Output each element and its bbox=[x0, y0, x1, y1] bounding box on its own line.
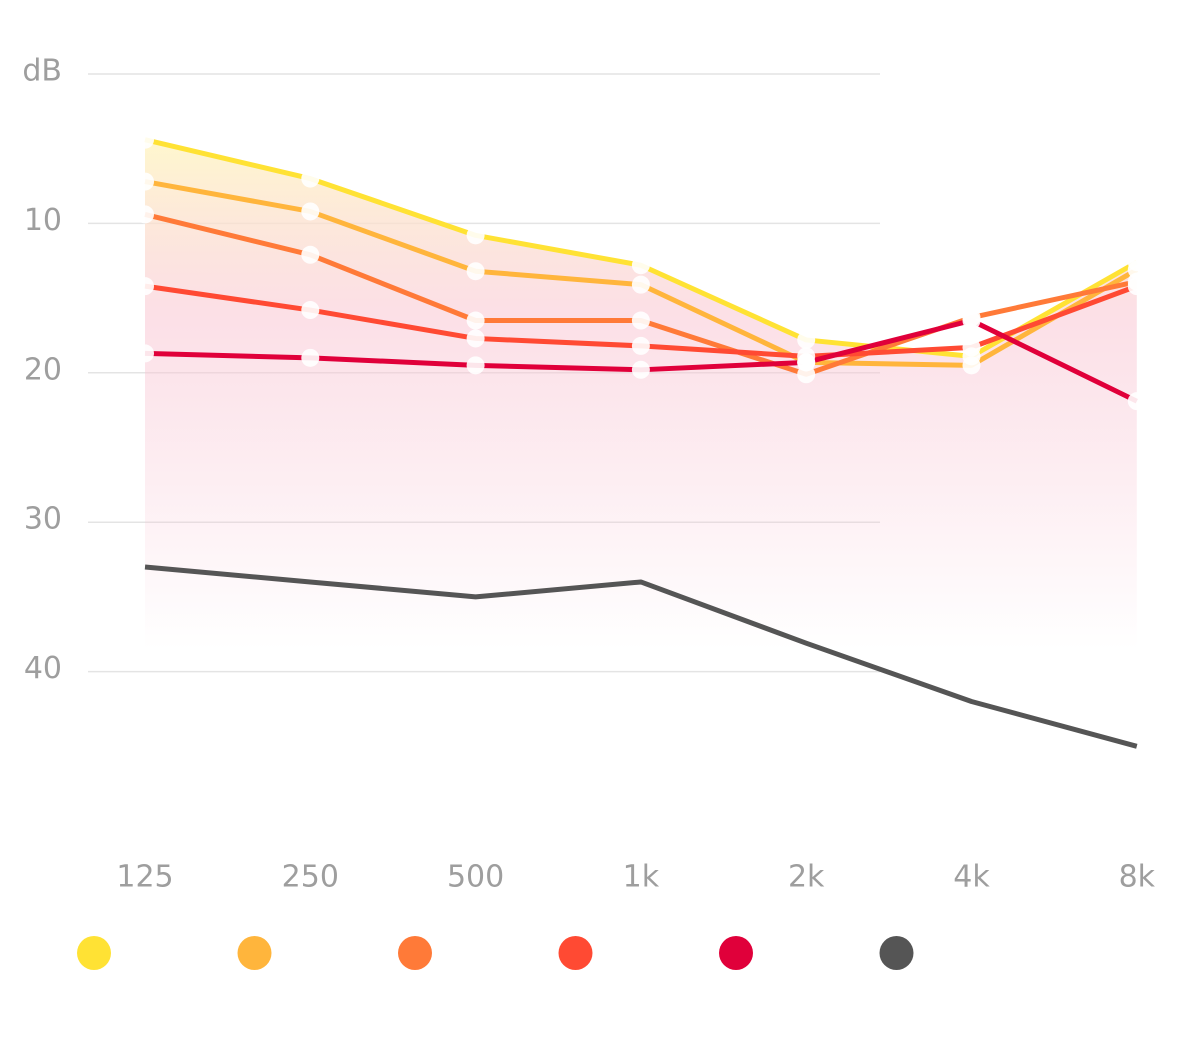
point bbox=[631, 336, 650, 355]
y-tick-label: 40 bbox=[24, 651, 62, 686]
point bbox=[962, 338, 981, 357]
x-tick-label: 4k bbox=[953, 860, 990, 895]
x-tick-label: 500 bbox=[447, 860, 504, 895]
x-tick-label: 8k bbox=[1119, 860, 1156, 895]
point bbox=[1127, 277, 1146, 296]
point bbox=[631, 275, 650, 294]
y-tick-label: 20 bbox=[24, 352, 62, 387]
point bbox=[301, 202, 320, 221]
point bbox=[136, 277, 154, 296]
area-fill bbox=[145, 139, 1137, 650]
point bbox=[466, 311, 485, 330]
x-tick-label: 2k bbox=[788, 860, 825, 895]
x-tick-label: 1k bbox=[623, 860, 660, 895]
point bbox=[136, 130, 154, 149]
point bbox=[631, 360, 650, 379]
point bbox=[136, 205, 154, 224]
y-tick-label: 10 bbox=[24, 203, 62, 238]
legend-swatch bbox=[879, 936, 914, 970]
point bbox=[797, 353, 816, 372]
point bbox=[466, 356, 485, 375]
series-line bbox=[144, 564, 1138, 749]
point bbox=[1127, 392, 1146, 411]
point bbox=[466, 329, 485, 348]
legend-swatch bbox=[719, 936, 753, 970]
point bbox=[797, 330, 816, 349]
x-tick-label: 250 bbox=[282, 860, 339, 895]
point bbox=[301, 169, 320, 188]
legend-swatch bbox=[398, 936, 432, 970]
point bbox=[136, 172, 154, 191]
point bbox=[962, 356, 981, 375]
point bbox=[466, 262, 485, 281]
point bbox=[962, 311, 981, 330]
legend-swatch bbox=[558, 936, 593, 970]
point bbox=[631, 256, 650, 275]
legend-swatch bbox=[77, 936, 111, 970]
x-tick-label: 125 bbox=[116, 860, 173, 895]
legend-swatch bbox=[237, 936, 272, 970]
y-tick-label: 30 bbox=[24, 502, 62, 537]
point bbox=[301, 245, 320, 264]
point bbox=[301, 348, 320, 367]
y-tick-label: dB bbox=[22, 54, 62, 89]
point bbox=[301, 301, 320, 320]
point bbox=[466, 226, 485, 245]
point bbox=[631, 311, 650, 330]
point bbox=[136, 344, 154, 363]
